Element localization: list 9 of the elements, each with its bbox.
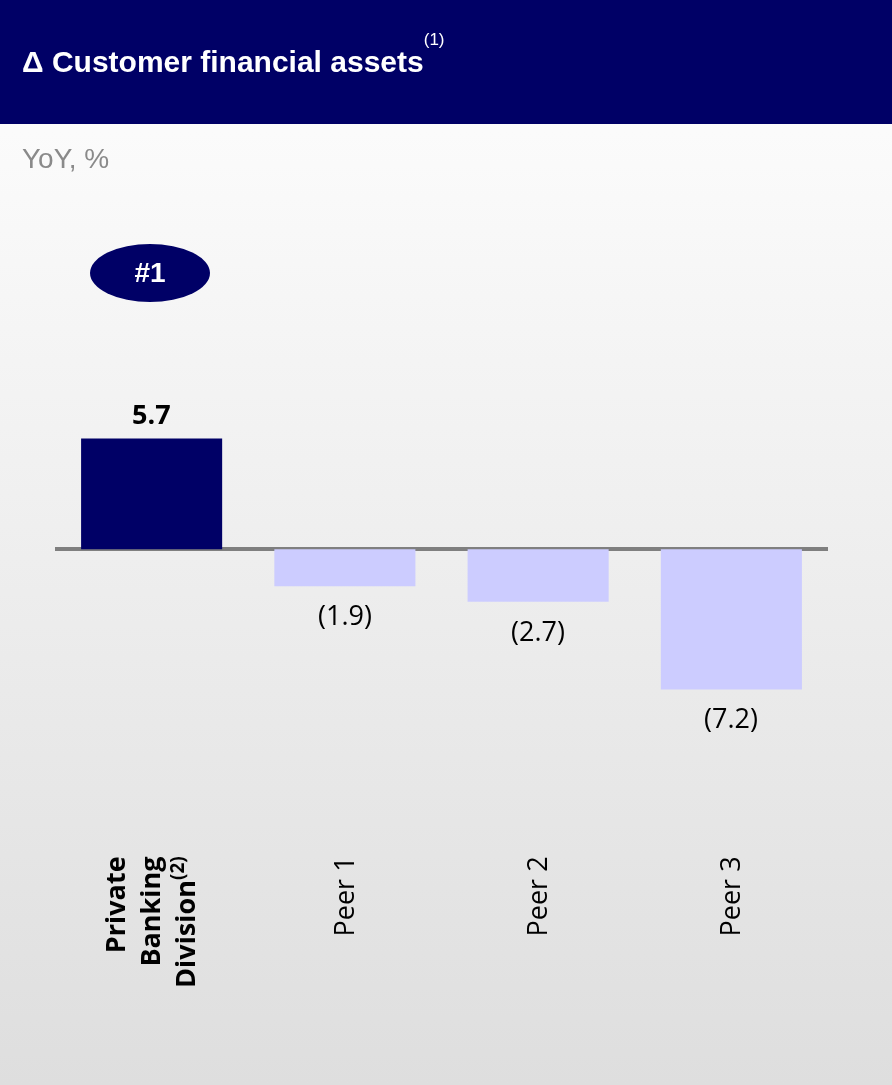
- data-label: (7.2): [704, 699, 758, 736]
- badge: #1: [90, 244, 210, 302]
- x-tick-label: Peer 2: [517, 856, 555, 937]
- data-label: 5.7: [132, 395, 171, 432]
- x-tick-label: Peer 3: [711, 856, 749, 937]
- data-label: (1.9): [318, 596, 372, 633]
- data-label: (2.7): [511, 612, 565, 649]
- x-tick-label: Peer 1: [324, 856, 362, 937]
- chart-subtitle: YoY, %: [22, 143, 110, 175]
